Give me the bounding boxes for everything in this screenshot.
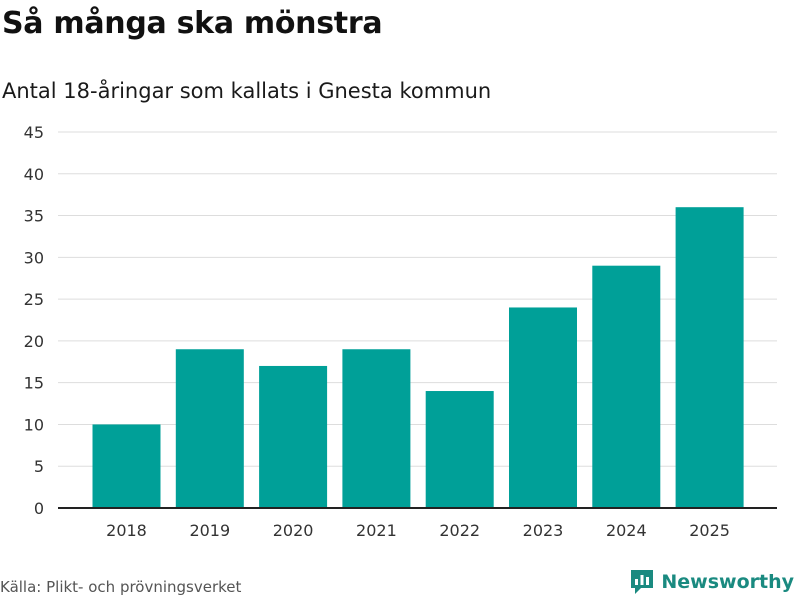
- bar-2018: [92, 424, 161, 508]
- bar-2023: [509, 307, 577, 508]
- newsworthy-logo: Newsworthy: [629, 568, 794, 596]
- y-tick-label: 35: [24, 207, 44, 226]
- x-axis-ticks: 2018 2019 2020 2021 2022 2023 2024 2025: [106, 521, 730, 540]
- x-tick-label: 2022: [439, 521, 480, 540]
- x-tick-label: 2025: [689, 521, 730, 540]
- y-tick-label: 10: [24, 415, 44, 434]
- x-tick-label: 2024: [606, 521, 647, 540]
- newsworthy-logo-icon: [631, 570, 654, 594]
- y-tick-label: 15: [24, 374, 44, 393]
- bar-2019: [175, 349, 244, 508]
- y-tick-label: 45: [24, 123, 44, 142]
- y-tick-label: 25: [24, 290, 44, 309]
- x-tick-label: 2019: [189, 521, 230, 540]
- bar-2021: [342, 349, 411, 508]
- chart-title: Så många ska mönstra: [2, 6, 383, 41]
- bar-2020: [259, 365, 328, 508]
- bar-2025: [675, 207, 744, 508]
- y-tick-label: 30: [24, 248, 44, 267]
- x-tick-label: 2021: [356, 521, 397, 540]
- x-tick-label: 2020: [273, 521, 314, 540]
- bars: [92, 207, 744, 508]
- chart-subtitle: Antal 18-åringar som kallats i Gnesta ko…: [2, 79, 492, 103]
- x-tick-label: 2023: [523, 521, 564, 540]
- source-note: Källa: Plikt- och prövningsverket: [0, 578, 242, 596]
- grid-lines: [58, 131, 777, 467]
- bar-2022: [425, 391, 494, 508]
- logo-text: Newsworthy: [661, 571, 794, 593]
- y-tick-label: 40: [24, 165, 44, 184]
- x-tick-label: 2018: [106, 521, 147, 540]
- y-tick-label: 0: [34, 499, 44, 518]
- bar-2024: [592, 265, 661, 508]
- y-tick-label: 20: [24, 332, 44, 351]
- y-axis-ticks: 0 5 10 15 20 25 30 35 40 45: [24, 123, 44, 518]
- y-tick-label: 5: [34, 457, 44, 476]
